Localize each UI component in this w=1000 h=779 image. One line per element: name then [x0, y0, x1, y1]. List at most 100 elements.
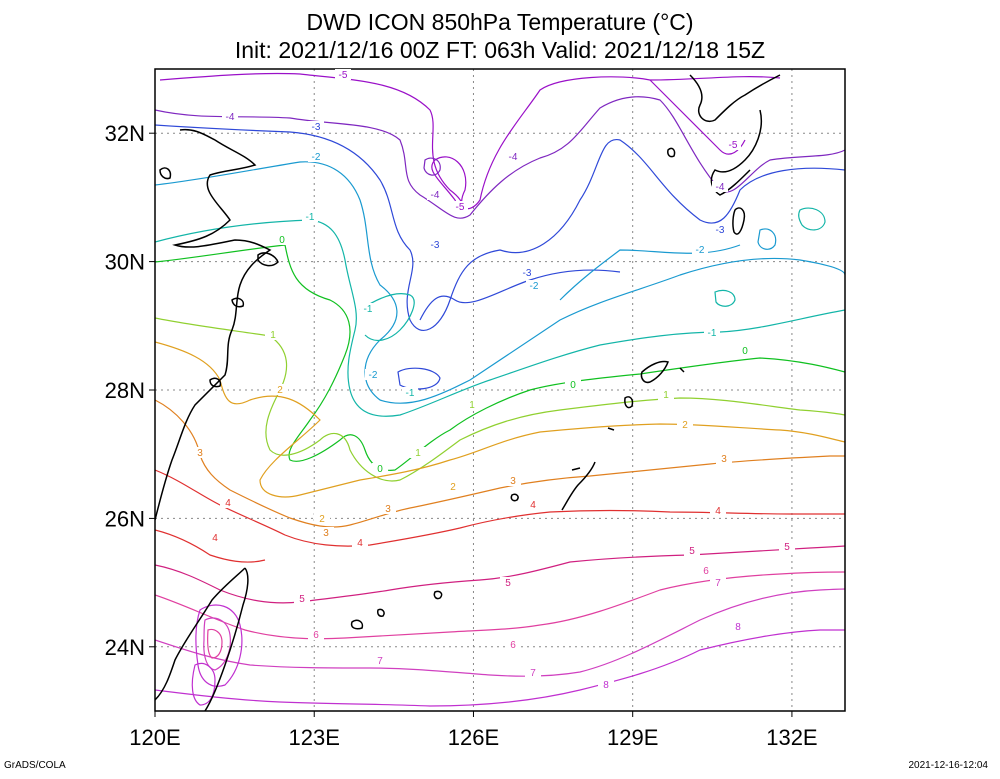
contour-label: 1 [663, 390, 669, 401]
lat-lon-grid [154, 69, 845, 711]
contour-label: 3 [510, 476, 516, 487]
contour-label: 8 [735, 622, 741, 633]
contour-label: 0 [279, 235, 285, 246]
contour-label-bg [710, 505, 726, 516]
contour-eight [155, 629, 845, 707]
map-title: DWD ICON 850hPa Temperature (°C) Init: 2… [0, 8, 1000, 64]
contour-label: 4 [212, 533, 218, 544]
contour-label: -5 [339, 70, 348, 81]
contour-label: 5 [784, 542, 790, 553]
contour-label-bg [360, 303, 376, 314]
contour-label-bg [500, 577, 516, 588]
contour-label: 6 [703, 566, 709, 577]
contour-label: -1 [708, 328, 717, 339]
contour-cell-4 [423, 157, 441, 176]
contour-label-bg [410, 447, 426, 458]
contour-label-bg [294, 593, 310, 604]
contour-label-bg [519, 267, 535, 278]
contour-label-bg [272, 384, 288, 395]
coastlines [155, 74, 781, 711]
coastline-amami [640, 360, 685, 384]
contour-label: -2 [312, 152, 321, 163]
contour-label: 6 [313, 630, 319, 641]
contour-six [155, 571, 845, 640]
contour-label-bg [565, 379, 581, 390]
contour-label: 3 [323, 528, 329, 539]
contour-label: 1 [469, 400, 475, 411]
y-tick-label: 30N [105, 250, 145, 275]
coastline-kyushu [689, 74, 781, 196]
contour-label: -2 [696, 245, 705, 256]
contour-label-bg [712, 181, 728, 192]
contour-label: 2 [277, 385, 283, 396]
y-axis-labels: 24N 26N 28N 30N 32N [105, 121, 155, 660]
contour-cell-1 [798, 207, 826, 231]
contour-minus3 [155, 124, 845, 331]
y-tick-label: 32N [105, 121, 145, 146]
contour-label: -3 [716, 225, 725, 236]
x-axis-labels: 120E 123E 126E 129E 132E [129, 711, 818, 750]
contour-label-bg [308, 121, 324, 132]
contour-label: 3 [197, 448, 203, 459]
contour-label: 2 [319, 514, 325, 525]
contour-label-bg [725, 139, 741, 150]
contour-label-bg [525, 667, 541, 678]
contour-label: -1 [406, 388, 415, 399]
contour-label-bg [318, 527, 334, 538]
contour-label: -2 [369, 370, 378, 381]
contour-label-bg [677, 419, 693, 430]
contour-label-bg [737, 345, 753, 356]
x-tick-label: 120E [129, 725, 180, 750]
contour-label: 3 [721, 454, 727, 465]
contour-label: -4 [226, 112, 235, 123]
contour-label-bg [402, 387, 418, 398]
contour-label-bg [265, 329, 281, 340]
contour-label: 4 [225, 498, 231, 509]
contour-minus1 [155, 219, 845, 417]
contour-label: 5 [505, 578, 511, 589]
contour-label-bg [464, 399, 480, 410]
contour-label: 6 [510, 640, 516, 651]
contour-label-bg [372, 655, 388, 666]
contour-label-bg [427, 239, 443, 250]
contour-label: 2 [450, 482, 456, 493]
contour-three [155, 399, 845, 528]
contour-label-bg [452, 201, 468, 212]
contour-label: -2 [530, 281, 539, 292]
contour-cell-3 [397, 367, 441, 390]
contour-label-bg [192, 447, 208, 458]
contour-label: 3 [385, 504, 391, 515]
contour-taiwan-2 [203, 617, 231, 671]
contour-label-bg [712, 224, 728, 235]
contour-label-bg [526, 280, 542, 291]
contour-label: 5 [689, 546, 695, 557]
contour-cell-5 [757, 228, 777, 250]
contour-minus3b [419, 269, 621, 321]
contour-label-bg [427, 189, 443, 200]
contour-label: 1 [270, 330, 276, 341]
contour-label: 0 [742, 346, 748, 357]
contour-label: 8 [603, 680, 609, 691]
contour-minus4 [155, 96, 845, 219]
contour-label-bg [598, 679, 614, 690]
contour-minus5 [159, 72, 781, 210]
contour-taiwan-1 [195, 604, 243, 687]
contour-label: 7 [530, 668, 536, 679]
coastline-tokuno [607, 396, 634, 431]
contour-label-bg [710, 577, 726, 588]
contour-label-bg [525, 499, 541, 510]
contour-label-bg [730, 621, 746, 632]
contour-label: 7 [377, 656, 383, 667]
contour-label-bg [220, 497, 236, 508]
contour-one [155, 317, 845, 482]
contour-label: -3 [431, 240, 440, 251]
contour-five [155, 545, 845, 604]
contour-taiwan-3 [207, 628, 223, 659]
contour-label-bg [658, 389, 674, 400]
contour-zero [155, 244, 845, 471]
contour-label-bg [505, 475, 521, 486]
contour-label: -4 [509, 152, 518, 163]
coastline-china-islands [159, 167, 279, 388]
contour-label: -5 [456, 202, 465, 213]
x-tick-label: 126E [448, 725, 499, 750]
